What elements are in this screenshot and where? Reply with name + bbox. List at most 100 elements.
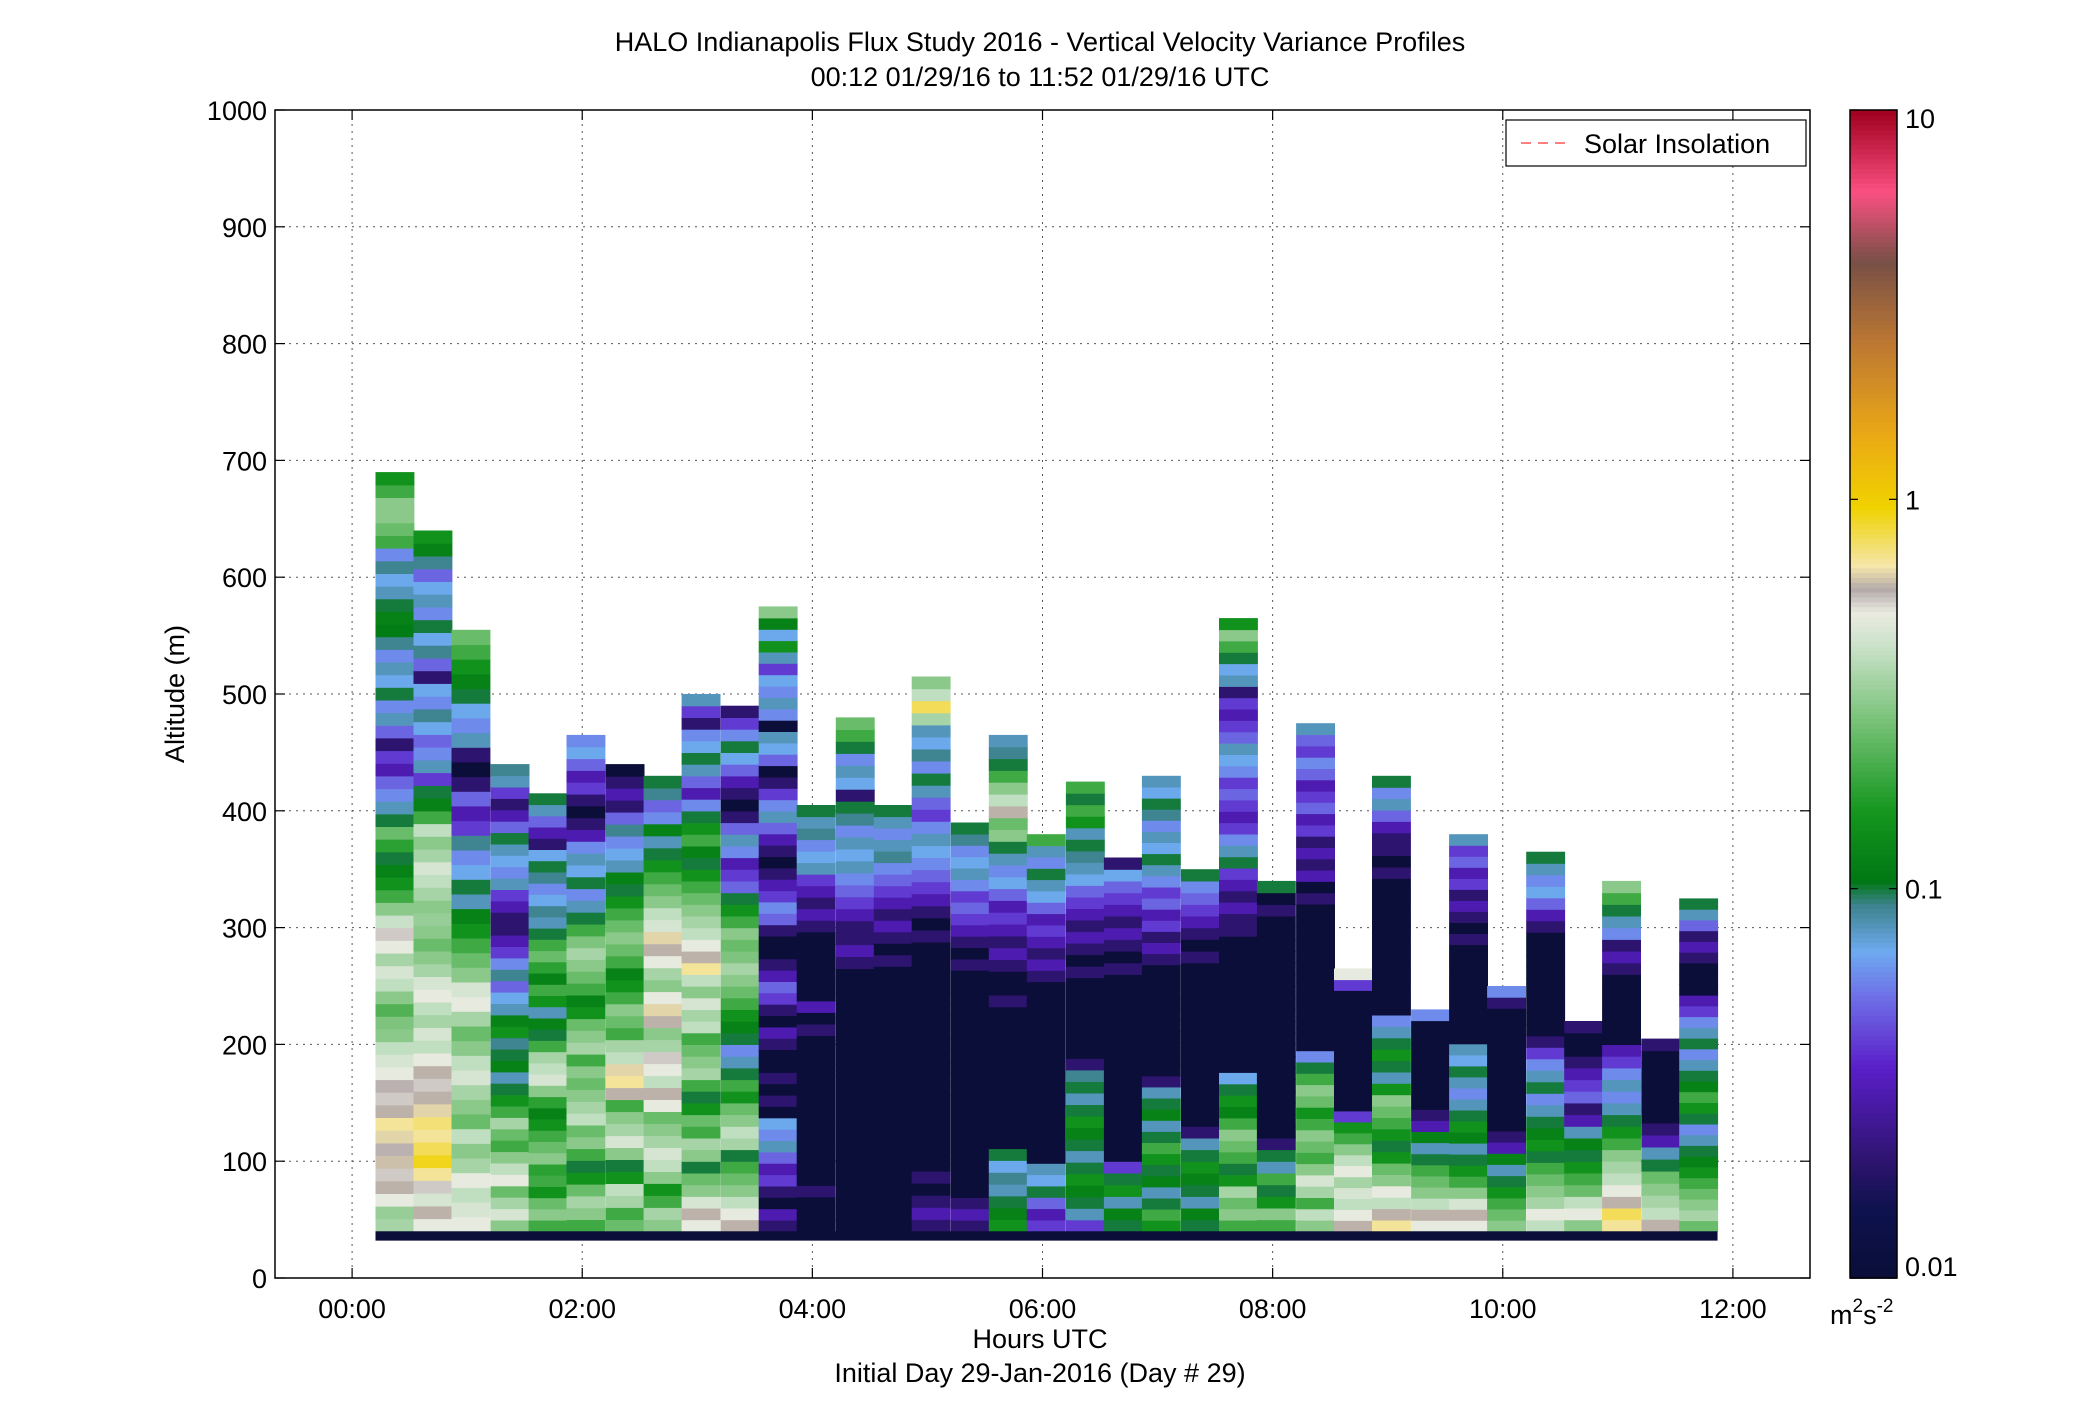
heatmap-cell <box>835 1040 875 1053</box>
colorbar-segment <box>1850 961 1897 968</box>
colorbar-segment <box>1850 484 1897 491</box>
colorbar-segment <box>1850 698 1897 705</box>
heatmap-cell <box>1679 1080 1719 1093</box>
heatmap-cell <box>911 1074 951 1088</box>
heatmap-cell <box>605 991 645 1005</box>
heatmap-cell <box>873 908 913 921</box>
heatmap-cell <box>490 889 530 902</box>
heatmap-cell <box>528 1085 568 1098</box>
colorbar-segment <box>1850 1063 1897 1070</box>
heatmap-cell <box>375 889 415 903</box>
heatmap-cell <box>720 892 760 905</box>
heatmap-cell <box>1449 1220 1488 1232</box>
heatmap-cell <box>375 661 415 676</box>
heatmap-cell <box>528 1119 568 1131</box>
heatmap-cell <box>1141 1098 1181 1110</box>
colorbar-segment <box>1850 1093 1897 1099</box>
heatmap-cell <box>720 1009 760 1022</box>
heatmap-cell <box>835 1135 875 1149</box>
heatmap-cell <box>911 1134 951 1148</box>
colorbar-segment <box>1850 621 1897 627</box>
heatmap-cell <box>1219 867 1258 880</box>
heatmap-cell <box>1449 1121 1488 1133</box>
heatmap-cell <box>1065 1127 1105 1140</box>
heatmap-cell <box>643 1195 683 1208</box>
heatmap-cell <box>1679 1102 1719 1114</box>
heatmap-cell <box>643 1027 683 1041</box>
heatmap-cell <box>451 805 491 822</box>
heatmap-cell <box>873 1000 913 1013</box>
heatmap-cell <box>1141 986 1181 999</box>
heatmap-cell <box>1641 1183 1681 1196</box>
heatmap-cell <box>681 775 721 789</box>
heatmap-cell <box>835 1147 875 1161</box>
heatmap-cell <box>796 920 836 933</box>
heatmap-cell <box>1602 1091 1641 1104</box>
heatmap-cell <box>758 879 798 892</box>
heatmap-cell <box>605 1207 645 1220</box>
heatmap-cell <box>758 935 798 948</box>
heatmap-cell <box>1103 927 1143 940</box>
heatmap-cell <box>1065 1196 1105 1209</box>
heatmap-cell <box>1219 879 1258 892</box>
heatmap-cell <box>1141 1042 1181 1055</box>
heatmap-cell <box>1602 1102 1641 1116</box>
heatmap-cell <box>1372 809 1411 822</box>
heatmap-cell <box>643 847 683 861</box>
heatmap-cell <box>1296 870 1335 882</box>
x-tick-label: 00:00 <box>318 1294 386 1324</box>
heatmap-cell <box>566 1148 606 1161</box>
heatmap-cell <box>375 990 415 1005</box>
heatmap-cell <box>375 851 415 865</box>
heatmap-cell <box>643 1111 683 1124</box>
heatmap-cell <box>375 573 415 587</box>
heatmap-cell <box>451 673 491 690</box>
heatmap-cell <box>758 754 798 767</box>
heatmap-cell <box>758 731 798 744</box>
heatmap-cell <box>375 497 415 511</box>
heatmap-cell <box>413 1142 453 1156</box>
heatmap-cell <box>681 927 721 940</box>
heatmap-cell <box>911 785 951 798</box>
heatmap-cell <box>681 1219 721 1232</box>
heatmap-cell <box>1641 1134 1681 1148</box>
heatmap-cell <box>1103 857 1143 870</box>
colorbar-segment <box>1850 163 1897 170</box>
heatmap-cell <box>720 822 760 835</box>
heatmap-cell <box>950 1140 990 1153</box>
heatmap-cell <box>375 940 415 954</box>
heatmap-cell <box>758 1140 798 1153</box>
heatmap-cell <box>1602 927 1641 940</box>
colorbar-segment <box>1850 265 1897 272</box>
colorbar-segment <box>1850 367 1897 374</box>
heatmap-cell <box>1219 663 1258 676</box>
heatmap-cell <box>911 1062 951 1076</box>
heatmap-cell <box>911 1026 951 1039</box>
heatmap-cell <box>1181 1056 1220 1069</box>
heatmap-cell <box>1026 856 1066 869</box>
colorbar-segment <box>1850 893 1897 900</box>
heatmap-cell <box>911 905 951 919</box>
heatmap-cell <box>796 1000 836 1013</box>
heatmap-cell <box>490 1105 530 1118</box>
heatmap-cell <box>1641 1171 1681 1184</box>
heatmap-cell <box>1526 1173 1566 1186</box>
heatmap-cell <box>1372 1163 1411 1175</box>
heatmap-cell <box>1026 1095 1066 1107</box>
colorbar-segment <box>1850 552 1897 559</box>
heatmap-cell <box>1564 1021 1604 1034</box>
heatmap-cell <box>720 1032 760 1045</box>
heatmap-cell <box>1411 1131 1450 1144</box>
heatmap-cell <box>1526 851 1566 864</box>
heatmap-cell <box>451 879 491 895</box>
heatmap-cell <box>1411 1009 1450 1022</box>
heatmap-cell <box>643 1087 683 1100</box>
colorbar-segment <box>1850 363 1897 369</box>
heatmap-cell <box>1026 993 1066 1005</box>
heatmap-cell <box>1141 1209 1181 1221</box>
heatmap-cell <box>988 876 1028 890</box>
heatmap-cell <box>413 645 453 659</box>
heatmap-cell <box>528 995 568 1008</box>
heatmap-cell <box>720 1102 760 1116</box>
heatmap-cell <box>681 1102 721 1116</box>
